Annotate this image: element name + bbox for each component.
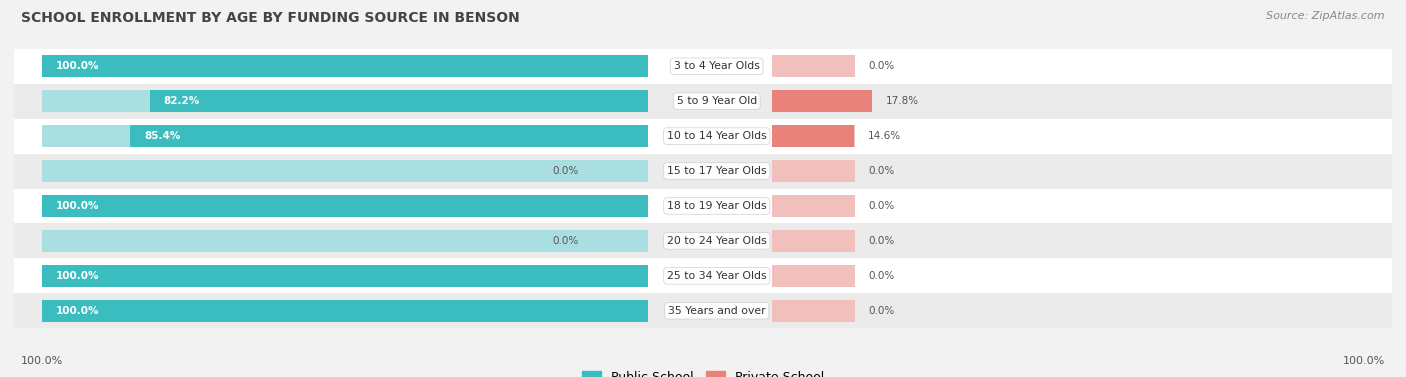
Bar (14, 224, 1392, 258)
Bar (593, 160, 648, 182)
Bar (772, 55, 855, 77)
Bar (772, 125, 855, 147)
Text: 0.0%: 0.0% (553, 166, 579, 176)
Text: 100.0%: 100.0% (55, 61, 98, 71)
Bar (42, 125, 648, 147)
Bar (772, 160, 855, 182)
Text: 0.0%: 0.0% (869, 166, 894, 176)
Text: 35 Years and over: 35 Years and over (668, 306, 766, 316)
Bar (14, 258, 1392, 293)
Text: 14.6%: 14.6% (868, 131, 901, 141)
Text: 100.0%: 100.0% (55, 201, 98, 211)
Text: 0.0%: 0.0% (869, 201, 894, 211)
Text: 0.0%: 0.0% (869, 306, 894, 316)
Bar (772, 90, 873, 112)
Text: 0.0%: 0.0% (869, 271, 894, 281)
Bar (772, 195, 855, 217)
Text: 3 to 4 Year Olds: 3 to 4 Year Olds (673, 61, 759, 71)
Bar (772, 300, 855, 322)
Bar (42, 55, 648, 77)
Bar (131, 125, 648, 147)
Text: 100.0%: 100.0% (21, 356, 63, 366)
Bar (772, 55, 855, 77)
Text: 17.8%: 17.8% (886, 96, 920, 106)
Bar (772, 160, 855, 182)
Bar (149, 90, 648, 112)
Text: 100.0%: 100.0% (55, 271, 98, 281)
Text: 85.4%: 85.4% (143, 131, 180, 141)
Bar (14, 188, 1392, 224)
Text: 5 to 9 Year Old: 5 to 9 Year Old (676, 96, 756, 106)
Bar (772, 125, 855, 147)
Bar (772, 230, 855, 252)
Legend: Public School, Private School: Public School, Private School (576, 366, 830, 377)
Bar (42, 300, 648, 322)
Bar (14, 293, 1392, 328)
Bar (42, 265, 648, 287)
Bar (42, 160, 648, 182)
Bar (42, 265, 648, 287)
Text: 20 to 24 Year Olds: 20 to 24 Year Olds (666, 236, 766, 246)
Text: Source: ZipAtlas.com: Source: ZipAtlas.com (1267, 11, 1385, 21)
Text: 100.0%: 100.0% (1343, 356, 1385, 366)
Bar (42, 300, 648, 322)
Text: 10 to 14 Year Olds: 10 to 14 Year Olds (666, 131, 766, 141)
Bar (772, 265, 855, 287)
Bar (14, 153, 1392, 188)
Bar (42, 195, 648, 217)
Bar (772, 90, 855, 112)
Text: 0.0%: 0.0% (869, 61, 894, 71)
Bar (42, 195, 648, 217)
Text: 18 to 19 Year Olds: 18 to 19 Year Olds (666, 201, 766, 211)
Text: 25 to 34 Year Olds: 25 to 34 Year Olds (666, 271, 766, 281)
Bar (593, 230, 648, 252)
Text: 0.0%: 0.0% (553, 236, 579, 246)
Text: 0.0%: 0.0% (869, 236, 894, 246)
Text: 100.0%: 100.0% (55, 306, 98, 316)
Bar (772, 300, 855, 322)
Bar (772, 195, 855, 217)
Text: SCHOOL ENROLLMENT BY AGE BY FUNDING SOURCE IN BENSON: SCHOOL ENROLLMENT BY AGE BY FUNDING SOUR… (21, 11, 520, 25)
Bar (14, 49, 1392, 84)
Text: 82.2%: 82.2% (163, 96, 200, 106)
Bar (42, 90, 648, 112)
Bar (772, 230, 855, 252)
Bar (42, 230, 648, 252)
Bar (14, 84, 1392, 119)
Bar (772, 265, 855, 287)
Bar (42, 55, 648, 77)
Text: 15 to 17 Year Olds: 15 to 17 Year Olds (666, 166, 766, 176)
Bar (14, 119, 1392, 153)
